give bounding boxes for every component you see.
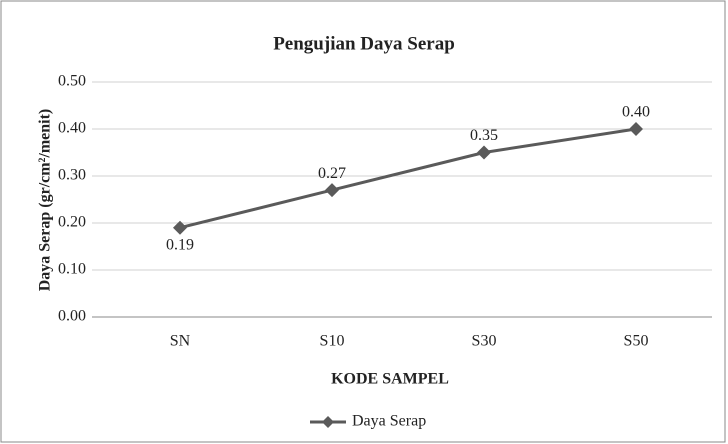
x-tick-label: S10 [320,333,345,350]
x-tick-label: SN [170,333,191,350]
chart-title: Pengujian Daya Serap [273,33,455,54]
data-label: 0.27 [318,165,346,182]
x-tick-label: S50 [624,333,649,350]
y-tick-label: 0.50 [58,73,86,90]
point [325,183,339,198]
legend-label: Daya Serap [352,413,426,430]
point [173,220,187,235]
data-label: 0.35 [470,127,498,144]
y-axis-title: Daya Serap (gr/cm²/menit) [37,109,54,292]
y-tick-label: 0.10 [58,261,86,278]
line [179,127,637,230]
y-tick-label: 0.30 [58,167,86,184]
y-tick-label: 0.20 [58,214,86,231]
legend-marker [322,416,334,428]
y-tick-label: 0.00 [58,308,86,325]
y-tick-label: 0.40 [58,120,86,137]
point [477,145,491,160]
x-axis-title: KODE SAMPEL [331,371,449,388]
x-tick-label: S30 [472,333,497,350]
point [629,122,643,136]
data-label: 0.40 [622,104,650,121]
data-label: 0.19 [166,236,194,253]
